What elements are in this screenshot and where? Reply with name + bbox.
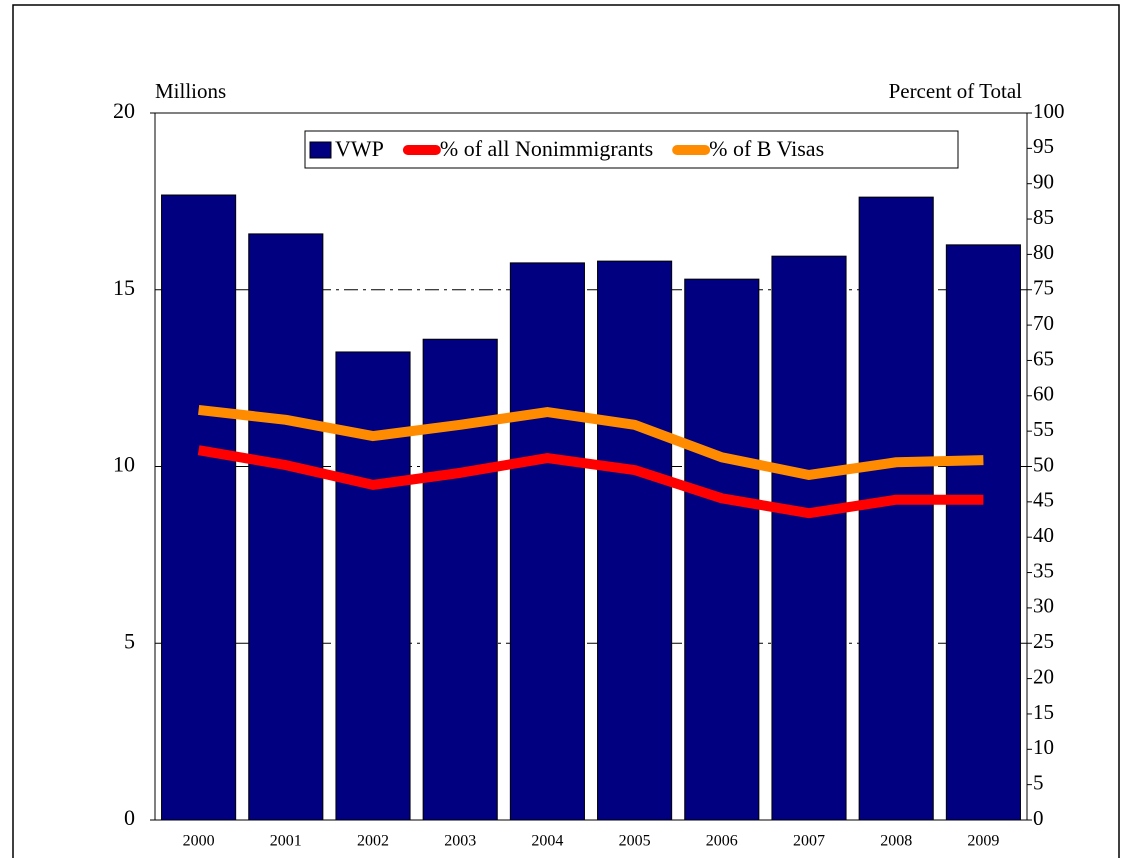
x-tick-label: 2007 [793,833,825,850]
y2-tick-label: 10 [1033,735,1054,759]
y2-tick-label: 70 [1033,311,1054,335]
y2-tick-label: 20 [1033,664,1054,688]
bar [335,351,411,821]
x-tick-label: 2004 [531,833,563,850]
line [197,445,984,519]
y2-tick-label: 75 [1033,276,1054,300]
x-tick-label: 2000 [183,833,215,850]
y2-tick-label: 85 [1033,205,1054,229]
x-tick-label: 2009 [967,833,999,850]
bar [771,255,847,821]
bar [422,338,498,821]
line [198,404,984,480]
y2-tick-label: 50 [1033,452,1054,476]
legend-label: % of all Nonimmigrants [440,136,653,161]
x-tick-label: 2003 [444,833,476,850]
y2-tick-label: 65 [1033,346,1054,370]
y2-tick-label: 90 [1033,170,1054,194]
y2-tick-label: 25 [1033,629,1054,653]
bar [684,278,760,821]
y2-tick-label: 45 [1033,488,1054,512]
frame [12,4,1120,858]
y2-axis-label: Percent of Total [889,79,1023,103]
x-tick-label: 2002 [357,833,389,850]
legend-label: % of B Visas [709,136,824,161]
y2-tick-label: 100 [1033,99,1065,123]
y2-tick-label: 80 [1033,240,1054,264]
plot-border [154,112,1028,821]
legend-label: VWP [335,136,384,161]
y-tick-label: 5 [124,628,135,653]
bar [945,244,1021,821]
y-axis-label: Millions [155,79,226,103]
bar [509,262,585,821]
y-tick-label: 0 [124,805,135,830]
y2-tick-label: 40 [1033,523,1054,547]
x-tick-label: 2006 [706,833,738,850]
y2-tick-label: 60 [1033,382,1054,406]
x-tick-label: 2001 [270,833,302,850]
legend-swatch [309,141,332,159]
bar [161,194,237,821]
y2-tick-label: 55 [1033,417,1054,441]
y2-tick-label: 35 [1033,558,1054,582]
y2-tick-label: 5 [1033,770,1044,794]
y-tick-label: 10 [113,452,135,477]
y2-tick-label: 15 [1033,700,1054,724]
y-tick-label: 15 [113,275,135,300]
y2-tick-label: 95 [1033,134,1054,158]
y-tick-label: 20 [113,98,135,123]
y2-tick-label: 30 [1033,594,1054,618]
x-tick-label: 2008 [880,833,912,850]
y2-tick-label: 0 [1033,806,1044,830]
x-tick-label: 2005 [619,833,651,850]
bar [248,233,324,821]
bar [597,260,673,821]
